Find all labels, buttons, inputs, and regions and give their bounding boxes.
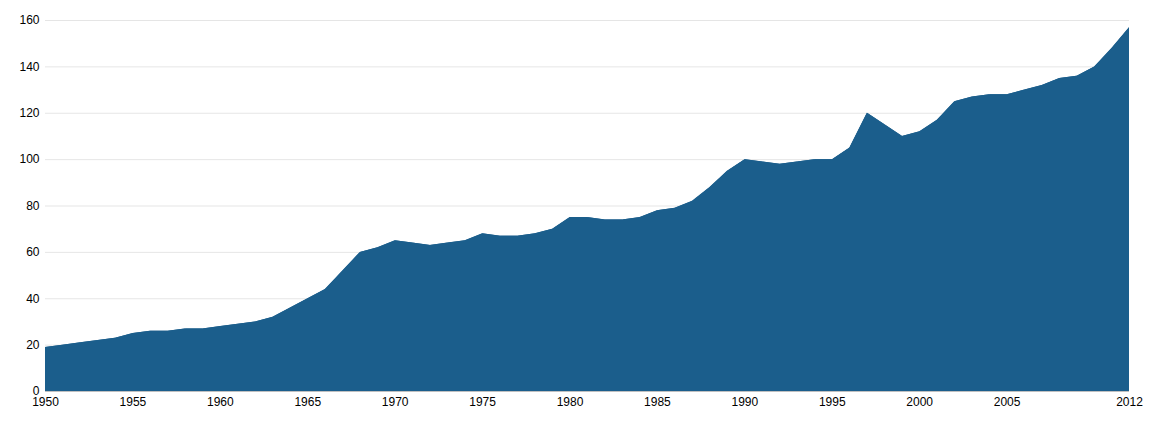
svg-text:2005: 2005 (994, 395, 1021, 409)
svg-text:1990: 1990 (732, 395, 759, 409)
svg-text:120: 120 (19, 106, 39, 120)
svg-text:80: 80 (26, 199, 40, 213)
svg-text:0: 0 (32, 384, 40, 399)
svg-text:140: 140 (19, 60, 39, 74)
svg-text:60: 60 (26, 245, 40, 259)
svg-text:40: 40 (26, 292, 40, 306)
svg-text:1965: 1965 (294, 395, 321, 409)
svg-text:1995: 1995 (819, 395, 846, 409)
svg-text:1960: 1960 (207, 395, 234, 409)
svg-text:1975: 1975 (469, 395, 496, 409)
svg-text:160: 160 (19, 13, 39, 27)
svg-text:20: 20 (26, 338, 40, 352)
svg-text:1950: 1950 (32, 395, 59, 409)
svg-text:1985: 1985 (644, 395, 671, 409)
svg-text:2012: 2012 (1116, 395, 1143, 409)
svg-text:1980: 1980 (557, 395, 584, 409)
svg-text:2000: 2000 (906, 395, 933, 409)
svg-text:1955: 1955 (120, 395, 147, 409)
svg-text:1970: 1970 (382, 395, 409, 409)
svg-text:100: 100 (19, 152, 39, 166)
